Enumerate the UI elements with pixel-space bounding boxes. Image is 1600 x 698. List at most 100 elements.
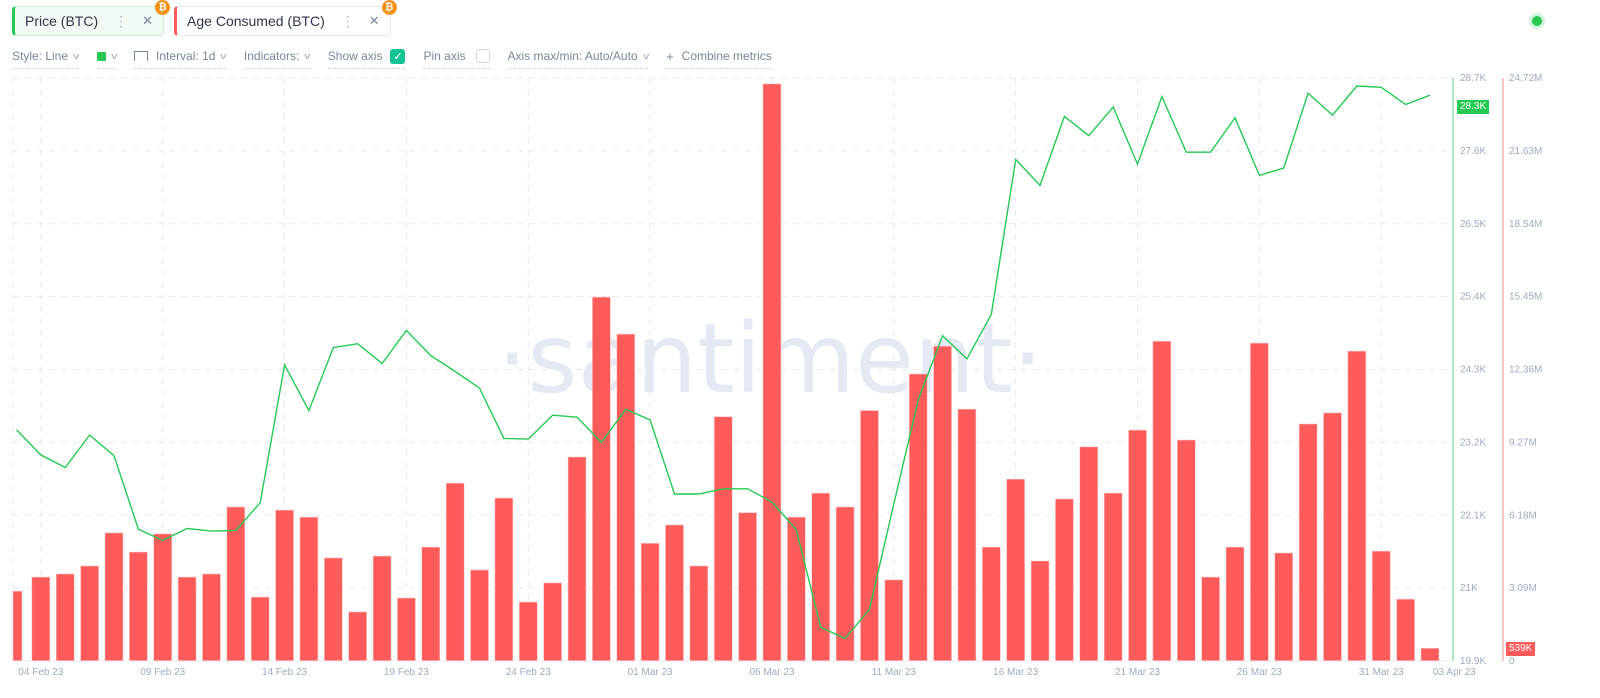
ruler-icon — [134, 51, 149, 61]
checkbox-checked-icon[interactable]: ✓ — [390, 48, 406, 64]
interval-dropdown[interactable]: Interval: 1d v — [134, 47, 227, 69]
age-consumed-bar[interactable] — [275, 509, 294, 662]
age-axis-tick: 24.72M — [1509, 73, 1542, 84]
age-consumed-bar[interactable] — [640, 543, 660, 662]
date-axis-tick: 01 Mar 23 — [628, 667, 673, 678]
tab-label: Age Consumed (BTC) — [187, 13, 325, 29]
more-options-icon[interactable]: ⋮ — [340, 12, 355, 29]
chevron-down-icon: v — [642, 51, 649, 61]
age-consumed-bar[interactable] — [1079, 446, 1099, 662]
age-consumed-bar[interactable] — [1006, 478, 1025, 662]
age-axis-tick: 0 — [1509, 656, 1515, 667]
age-consumed-bar[interactable] — [348, 611, 367, 662]
age-consumed-bar[interactable] — [811, 492, 831, 662]
age-consumed-bar[interactable] — [1274, 552, 1294, 662]
age-consumed-bar[interactable] — [250, 596, 270, 662]
tab-age-consumed-btc[interactable]: Age Consumed (BTC) ⋮ ✕ ₿ — [174, 0, 397, 36]
age-consumed-bar[interactable] — [421, 546, 441, 662]
chevron-down-icon: v — [220, 51, 227, 61]
age-consumed-bar[interactable] — [397, 597, 416, 662]
age-consumed-bar[interactable] — [324, 557, 343, 662]
price-line[interactable] — [15, 85, 1431, 640]
date-axis-tick: 21 Mar 23 — [1115, 667, 1160, 678]
price-axis-tick: 28.7K — [1460, 73, 1486, 84]
style-dropdown[interactable]: Style: Line v — [12, 47, 79, 69]
more-options-icon[interactable]: ⋮ — [114, 12, 129, 29]
age-consumed-bar[interactable] — [55, 573, 75, 662]
age-consumed-bar[interactable] — [1347, 350, 1367, 662]
date-axis-tick: 19 Feb 23 — [384, 667, 429, 678]
age-consumed-bar[interactable] — [12, 590, 23, 662]
age-axis-tick: 6.18M — [1509, 510, 1537, 521]
chevron-down-icon: v — [304, 51, 311, 61]
age-consumed-bar[interactable] — [981, 546, 1001, 662]
plus-icon: + — [666, 48, 674, 64]
age-consumed-bar[interactable] — [567, 456, 587, 662]
age-consumed-bar[interactable] — [1298, 423, 1318, 662]
age-consumed-bar[interactable] — [1225, 546, 1245, 662]
price-axis-tick: 22.1K — [1460, 510, 1486, 521]
age-consumed-bar[interactable] — [957, 408, 977, 662]
date-axis-tick: 04 Feb 23 — [18, 667, 63, 678]
age-consumed-bar[interactable] — [1250, 342, 1269, 662]
age-consumed-bar[interactable] — [762, 83, 782, 662]
checkbox-unchecked[interactable] — [475, 49, 490, 63]
style-label: Style: Line — [12, 49, 69, 63]
age-consumed-bar[interactable] — [1055, 498, 1074, 662]
age-consumed-bar[interactable] — [787, 516, 806, 662]
age-consumed-bar[interactable] — [177, 576, 197, 662]
date-axis-tick: 09 Feb 23 — [140, 667, 185, 678]
age-consumed-bar[interactable] — [543, 582, 562, 662]
show-axis-toggle[interactable]: Show axis ✓ — [327, 47, 406, 69]
age-consumed-bar[interactable] — [1420, 647, 1440, 662]
age-axis-tick: 15.45M — [1509, 292, 1542, 303]
age-consumed-bar[interactable] — [372, 555, 392, 662]
age-consumed-bar[interactable] — [689, 565, 709, 662]
date-axis-tick: 26 Mar 23 — [1237, 667, 1282, 678]
age-consumed-bar[interactable] — [1152, 340, 1172, 662]
age-consumed-bar[interactable] — [1201, 576, 1220, 662]
age-consumed-bar[interactable] — [445, 482, 465, 662]
price-axis-tick: 21K — [1460, 583, 1478, 594]
price-axis-tick: 26.5K — [1460, 219, 1486, 230]
current-price-tag: 28.3K — [1457, 100, 1490, 114]
age-axis-tick: 18.54M — [1509, 219, 1542, 230]
age-consumed-bar[interactable] — [738, 512, 757, 662]
age-consumed-bar[interactable] — [933, 345, 952, 662]
date-axis-tick: 03 Apr 23 — [1433, 667, 1476, 678]
age-consumed-bar[interactable] — [494, 497, 514, 662]
color-dropdown[interactable]: v — [96, 47, 117, 69]
combine-metrics-button[interactable]: + Combine metrics — [666, 47, 772, 69]
age-consumed-bar[interactable] — [1103, 492, 1123, 662]
age-consumed-bar[interactable] — [153, 533, 173, 662]
bitcoin-icon: ₿ — [155, 0, 171, 15]
close-icon[interactable]: ✕ — [142, 13, 154, 28]
age-consumed-bar[interactable] — [80, 565, 99, 662]
age-consumed-bar[interactable] — [31, 576, 51, 662]
age-consumed-bar[interactable] — [908, 373, 928, 662]
age-consumed-bar[interactable] — [129, 551, 148, 662]
age-consumed-bar[interactable] — [1128, 429, 1147, 662]
age-consumed-bar[interactable] — [616, 333, 636, 662]
age-consumed-bar[interactable] — [299, 516, 319, 662]
age-consumed-bar[interactable] — [1371, 550, 1391, 662]
pin-axis-toggle[interactable]: Pin axis — [423, 47, 490, 69]
age-consumed-bar[interactable] — [665, 524, 684, 662]
age-consumed-bar[interactable] — [713, 416, 733, 662]
age-consumed-bar[interactable] — [1396, 598, 1415, 662]
axis-minmax-dropdown[interactable]: Axis max/min: Auto/Auto v — [507, 47, 649, 69]
age-consumed-bar[interactable] — [1030, 560, 1050, 662]
age-consumed-bar[interactable] — [1323, 412, 1342, 662]
close-icon[interactable]: ✕ — [368, 13, 380, 28]
age-consumed-bar[interactable] — [104, 532, 124, 662]
age-consumed-bar[interactable] — [1176, 439, 1196, 662]
age-consumed-bar[interactable] — [860, 410, 879, 662]
age-consumed-bar[interactable] — [470, 569, 489, 662]
age-consumed-bar[interactable] — [592, 296, 611, 662]
indicators-dropdown[interactable]: Indicators: v — [243, 47, 311, 69]
tab-price-btc[interactable]: Price (BTC) ⋮ ✕ ₿ — [12, 0, 171, 36]
age-consumed-bar[interactable] — [884, 579, 904, 662]
age-consumed-bar[interactable] — [518, 601, 538, 662]
age-consumed-bar[interactable] — [202, 573, 221, 662]
